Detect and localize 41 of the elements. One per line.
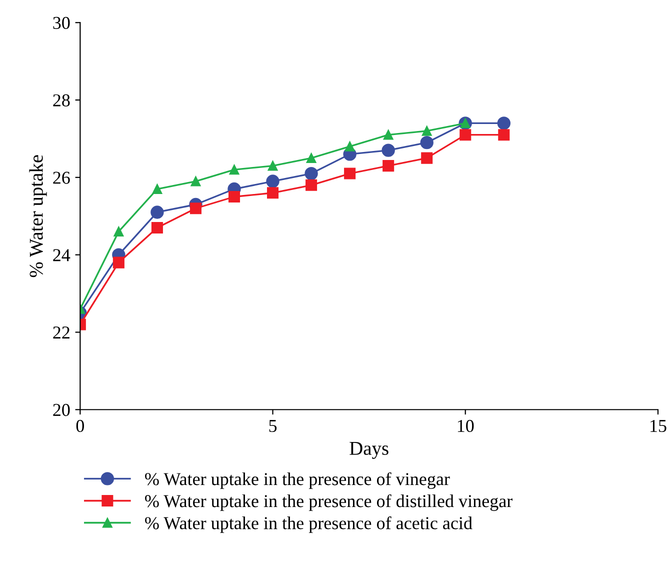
point bbox=[420, 136, 434, 150]
point bbox=[382, 160, 394, 172]
x-axis-title: Days bbox=[350, 442, 388, 459]
x-tick-label: 5 bbox=[269, 420, 277, 432]
x-tick-label: 0 bbox=[76, 420, 84, 432]
y-tick-label: 30 bbox=[53, 16, 70, 30]
point bbox=[383, 130, 394, 140]
legend-label: % Water uptake in the presence of acetic acid bbox=[145, 516, 472, 533]
point bbox=[112, 256, 124, 268]
point bbox=[228, 190, 240, 203]
point bbox=[497, 116, 510, 130]
point bbox=[306, 153, 316, 163]
legend-label: % Water uptake in the presence of vinegar bbox=[145, 472, 450, 489]
point bbox=[151, 222, 163, 234]
point bbox=[344, 168, 356, 180]
y-tick-label: 24 bbox=[53, 249, 70, 262]
point bbox=[306, 179, 318, 191]
point bbox=[268, 160, 278, 171]
point bbox=[267, 187, 279, 199]
y-tick-label: 26 bbox=[53, 172, 70, 184]
point bbox=[498, 129, 510, 141]
point bbox=[190, 202, 202, 214]
y-tick-label: 20 bbox=[53, 404, 70, 416]
point bbox=[382, 144, 395, 157]
y-tick-label: 28 bbox=[53, 94, 70, 106]
y-axis-title: % Water uptake bbox=[29, 155, 47, 278]
point bbox=[150, 206, 164, 219]
point bbox=[422, 126, 432, 136]
point bbox=[344, 142, 355, 152]
x-tick-label: 15 bbox=[650, 420, 666, 432]
point bbox=[190, 176, 201, 186]
point bbox=[266, 174, 280, 188]
point bbox=[460, 129, 472, 141]
y-tick-label: 22 bbox=[53, 326, 70, 338]
legend-label: % Water uptake in the presence of distilled vinegar bbox=[145, 494, 513, 511]
point bbox=[421, 152, 433, 164]
x-tick-label: 10 bbox=[458, 420, 474, 432]
point bbox=[229, 164, 240, 175]
point bbox=[152, 184, 162, 194]
point bbox=[114, 226, 124, 237]
point bbox=[304, 166, 318, 180]
